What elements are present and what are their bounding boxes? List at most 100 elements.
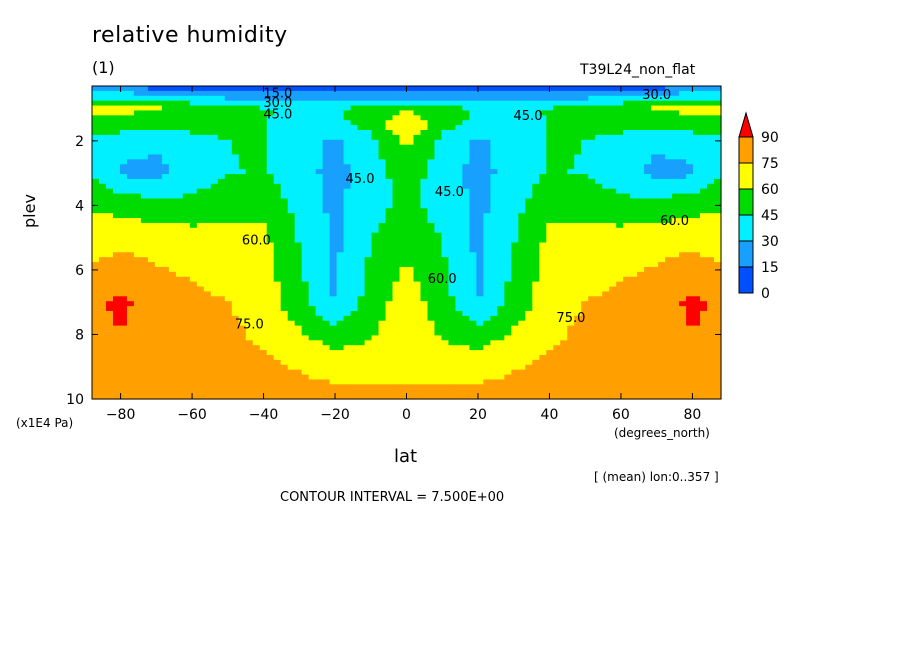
field-cell <box>651 154 659 160</box>
field-cell <box>315 237 324 244</box>
field-cell <box>406 120 415 126</box>
field-cell <box>595 164 603 170</box>
field-cell <box>119 262 128 268</box>
field-cell <box>252 257 261 263</box>
field-cell <box>175 134 184 141</box>
field-cell <box>322 222 331 229</box>
field-cell <box>672 149 680 156</box>
field-cell <box>371 325 380 332</box>
field-cell <box>707 257 715 263</box>
field-cell <box>238 139 247 146</box>
field-cell <box>700 95 708 102</box>
field-cell <box>203 90 212 97</box>
field-cell <box>518 227 526 234</box>
field-cell <box>609 100 617 107</box>
field-cell <box>217 213 226 219</box>
field-cell <box>455 105 464 112</box>
field-cell <box>154 203 163 209</box>
field-cell <box>266 134 275 141</box>
field-cell <box>448 310 457 317</box>
field-cell <box>105 306 114 312</box>
field-cell <box>553 330 561 337</box>
field-cell <box>553 164 561 170</box>
field-cell <box>378 306 387 312</box>
field-cell <box>154 262 163 268</box>
field-cell <box>630 286 638 293</box>
field-cell <box>455 169 464 175</box>
field-cell <box>378 320 387 327</box>
field-cell <box>196 183 205 190</box>
field-cell <box>378 125 387 131</box>
field-cell <box>168 144 177 151</box>
field-cell <box>700 262 708 268</box>
field-cell <box>504 350 512 356</box>
field-cell <box>497 125 505 131</box>
field-cell <box>546 125 554 131</box>
field-cell <box>658 149 666 156</box>
field-cell <box>532 95 540 102</box>
field-cell <box>308 252 317 258</box>
field-cell <box>413 301 422 307</box>
field-cell <box>700 266 708 273</box>
field-cell <box>308 208 317 214</box>
field-cell <box>427 154 436 160</box>
field-cell <box>630 193 638 200</box>
field-cell <box>231 100 240 107</box>
field-cell <box>581 178 589 185</box>
field-cell <box>322 247 331 253</box>
field-cell <box>329 266 338 273</box>
field-cell <box>497 301 505 307</box>
field-cell <box>448 330 457 337</box>
field-cell <box>504 325 512 332</box>
field-cell <box>371 174 380 180</box>
field-cell <box>574 149 582 156</box>
field-cell <box>616 335 624 341</box>
field-cell <box>476 105 484 112</box>
field-cell <box>371 125 380 131</box>
field-cell <box>623 188 631 195</box>
field-cell <box>434 232 443 239</box>
field-cell <box>679 139 687 146</box>
field-cell <box>294 286 303 293</box>
field-cell <box>168 159 177 165</box>
field-cell <box>679 95 687 102</box>
field-cell <box>630 90 638 97</box>
field-cell <box>112 306 121 312</box>
field-cell <box>105 125 114 131</box>
field-cell <box>252 301 261 307</box>
field-cell <box>567 345 575 351</box>
field-cell <box>434 227 443 234</box>
field-cell <box>504 149 512 156</box>
field-cell <box>420 203 429 209</box>
field-cell <box>469 90 477 97</box>
field-cell <box>98 198 107 204</box>
field-cell <box>133 247 142 253</box>
field-cell <box>112 354 121 361</box>
field-cell <box>119 281 128 288</box>
field-cell <box>476 178 484 185</box>
field-cell <box>420 213 429 219</box>
field-cell <box>539 134 547 141</box>
field-cell <box>574 227 582 234</box>
field-cell <box>161 115 170 121</box>
field-cell <box>420 237 429 244</box>
field-cell <box>189 271 198 278</box>
field-cell <box>112 183 121 190</box>
field-cell <box>224 330 233 337</box>
field-cell <box>364 237 373 244</box>
field-cell <box>546 159 554 165</box>
field-cell <box>490 257 498 263</box>
field-cell <box>175 86 184 92</box>
field-cell <box>196 281 205 288</box>
field-cell <box>385 306 394 312</box>
field-cell <box>224 315 233 322</box>
field-cell <box>525 105 533 112</box>
field-cell <box>630 149 638 156</box>
field-cell <box>238 227 247 234</box>
field-cell <box>490 188 498 195</box>
field-cell <box>119 100 128 107</box>
field-cell <box>441 110 450 116</box>
field-cell <box>616 193 624 200</box>
field-cell <box>280 95 289 102</box>
field-cell <box>238 340 247 346</box>
